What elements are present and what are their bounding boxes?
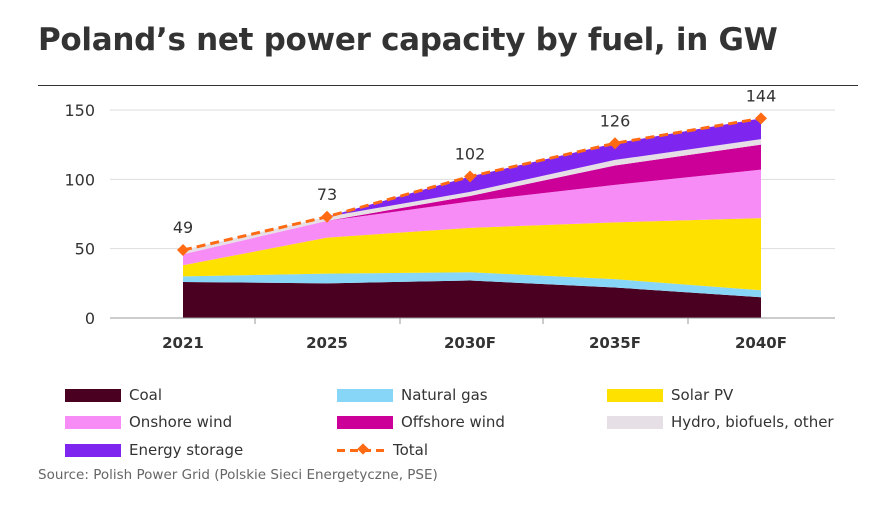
title-divider [38,85,858,86]
total-marker [464,170,476,183]
legend-item: Coal [65,385,162,405]
x-tick-label: 2035F [589,334,641,352]
color-swatch-icon [65,415,121,429]
color-swatch-icon [65,443,121,457]
x-tick-label: 2030F [444,334,496,352]
legend-label: Natural gas [401,386,488,404]
legend-label: Hydro, biofuels, other [671,413,834,431]
total-data-label: 73 [317,185,337,204]
legend-label: Onshore wind [129,413,233,431]
legend-label: Total [393,441,429,459]
legend-item: Offshore wind [337,412,505,432]
total-data-label: 126 [600,111,631,130]
legend-item: Solar PV [607,385,733,405]
legend-label: Solar PV [671,386,734,404]
x-tick-label: 2021 [162,334,204,352]
color-swatch-icon [607,415,663,429]
total-marker [177,244,189,257]
legend-item: Natural gas [337,385,488,405]
area-coal [183,280,761,318]
x-tick-label: 2040F [735,334,787,352]
legend-item: Energy storage [65,440,243,460]
legend-item: Hydro, biofuels, other [607,412,834,432]
area-energy-storage [183,118,761,251]
area-hydro-biofuels-other [183,139,761,255]
legend-item: Total [337,440,428,460]
total-data-label: 102 [455,145,486,164]
area-onshore-wind [183,169,761,266]
y-tick-label: 150 [64,101,95,120]
y-tick-label: 0 [85,309,95,328]
y-tick-label: 50 [75,240,95,259]
total-marker [321,210,333,223]
y-tick-label: 100 [64,170,95,189]
diamond-marker-icon [357,442,369,455]
color-swatch-icon [337,415,393,429]
color-swatch-icon [607,388,663,402]
total-data-label: 49 [173,218,193,237]
total-marker [755,112,767,125]
area-natural-gas [183,272,761,298]
total-data-label: 144 [746,86,777,105]
chart-title: Poland’s net power capacity by fuel, in … [38,22,778,58]
color-swatch-icon [65,388,121,402]
stacked-area-chart: 0 50 100 150 2021 2025 2030F 2035F 2040F 49 73 102 1… [64,86,835,352]
area-offshore-wind [183,144,761,255]
source-note: Source: Polish Power Grid (Polskie Sieci… [38,467,438,483]
legend-label: Coal [129,386,163,404]
x-tick-label: 2025 [306,334,348,352]
color-swatch-icon [337,388,393,402]
dashed-line-swatch-icon [337,442,387,455]
legend-item: Onshore wind [65,412,232,432]
total-marker [609,137,621,150]
legend-label: Offshore wind [401,413,505,431]
area-solar-pv [183,218,761,291]
legend-label: Energy storage [129,441,244,459]
